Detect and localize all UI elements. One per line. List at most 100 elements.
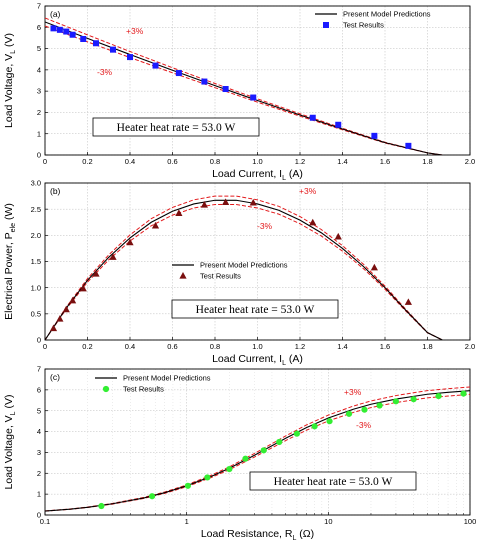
test-point <box>345 410 353 417</box>
panel-label: (c) <box>50 372 60 382</box>
y-tick-label: 7 <box>37 2 41 11</box>
y-tick-label: 4 <box>37 65 41 74</box>
panel-label: (a) <box>50 9 61 19</box>
x-tick-label: 0.6 <box>167 157 177 166</box>
y-tick-label: 1.5 <box>31 257 41 266</box>
upper-band-line <box>45 386 470 512</box>
test-point <box>201 78 208 85</box>
chart-panel-2: 0 0.2 0.4 0.6 0.8 1.0 1.2 1.4 1.6 1.8 2.0 0 0.5 1.0 1.… <box>3 179 475 367</box>
x-axis-label: Load Current, IL (A) <box>212 353 303 367</box>
x-tick-label: 2.0 <box>465 157 475 166</box>
annotation-box <box>171 299 339 319</box>
test-point <box>311 423 318 430</box>
upper-band-line <box>45 195 443 340</box>
test-point <box>435 393 442 400</box>
y-tick-label: 6 <box>37 23 41 32</box>
test-point <box>222 198 230 205</box>
x-tick-label: 0.6 <box>167 342 177 351</box>
test-point <box>309 114 316 121</box>
annotation-box <box>92 117 260 137</box>
model-line <box>45 199 443 340</box>
test-point <box>69 31 76 38</box>
test-point <box>335 121 342 128</box>
y-tick-label: 2 <box>37 469 41 478</box>
x-tick-label: 1.0 <box>252 157 262 166</box>
test-point <box>242 455 249 462</box>
minus-3-label: -3% <box>356 420 372 430</box>
legend-marker-swatch <box>179 272 187 279</box>
x-tick-label: 0 <box>43 157 47 166</box>
y-tick-label: 5 <box>37 406 41 415</box>
test-point <box>376 402 383 409</box>
test-point <box>404 298 412 305</box>
lower-band-line <box>45 393 470 512</box>
test-point <box>175 209 183 216</box>
x-tick-label: 100 <box>464 517 477 526</box>
plus-3-label: +3% <box>344 387 362 397</box>
test-point <box>148 493 156 500</box>
x-tick-label: 0.4 <box>125 157 135 166</box>
x-axis-label: Load Resistance, RL (Ω) <box>201 528 314 542</box>
x-tick-label: 1.4 <box>337 342 347 351</box>
x-tick-label: 1.6 <box>380 157 390 166</box>
test-point <box>460 390 467 397</box>
legend-marker-swatch <box>102 385 110 393</box>
test-markers <box>98 390 467 510</box>
test-point <box>98 502 105 510</box>
legend: Present Model Predictions Test Results <box>172 261 288 281</box>
test-point <box>69 296 77 304</box>
legend-entry-model: Present Model Predictions <box>343 10 431 19</box>
y-axis-label: Load Voltage, VL (V) <box>3 395 17 490</box>
x-tick-label: 1.4 <box>337 157 347 166</box>
test-point <box>334 232 342 240</box>
y-tick-label: 5 <box>37 44 41 53</box>
test-point <box>250 94 257 101</box>
legend: Present Model Predictions Test Results <box>95 374 211 394</box>
test-point <box>127 54 133 61</box>
y-tick-label: 0 <box>37 336 41 345</box>
panel-label: (b) <box>50 186 61 196</box>
y-tick-label: 3 <box>37 448 41 457</box>
x-tick-label: 0 <box>43 342 47 351</box>
chart-panel-1: 0 0.2 0.4 0.6 0.8 1.0 1.2 1.4 1.6 1.8 2.0 0 1 2 3 4 5 6 7 L… <box>3 2 475 182</box>
test-markers <box>49 198 412 332</box>
test-point <box>222 86 229 93</box>
test-point <box>62 305 70 313</box>
y-tick-label: 2.5 <box>31 205 41 214</box>
x-tick-label: 1 <box>185 517 189 526</box>
test-point <box>126 238 134 246</box>
y-tick-label: 7 <box>37 365 41 374</box>
y-tick-label: 3 <box>37 87 41 96</box>
test-point <box>56 315 64 322</box>
y-tick-label: 2.0 <box>31 231 41 240</box>
lower-band-line <box>45 203 443 340</box>
test-point <box>184 482 191 489</box>
y-tick-label: 0 <box>37 151 41 160</box>
x-tick-label: 1.2 <box>295 157 305 166</box>
legend-entry-test: Test Results <box>123 385 164 394</box>
y-axis-label: Load Voltage, VL (V) <box>3 33 17 128</box>
test-point <box>109 253 117 260</box>
x-tick-label: 1.0 <box>252 342 262 351</box>
test-markers <box>50 25 412 149</box>
y-tick-label: 0.5 <box>31 309 41 318</box>
x-tick-label: 0.8 <box>210 342 220 351</box>
test-point <box>370 263 378 271</box>
test-point <box>200 200 208 208</box>
test-point <box>50 25 57 32</box>
test-point <box>410 396 417 403</box>
y-tick-label: 6 <box>37 385 41 394</box>
x-tick-label: 0.2 <box>82 342 92 351</box>
test-point <box>80 35 87 42</box>
test-point <box>79 284 87 292</box>
legend: Present Model Predictions Test Results <box>315 10 431 30</box>
y-tick-label: 1 <box>37 490 41 499</box>
x-tick-label: 0.2 <box>82 157 92 166</box>
minus-3-label: -3% <box>97 67 113 77</box>
test-point <box>63 28 70 35</box>
legend-entry-model: Present Model Predictions <box>123 374 211 383</box>
grid <box>44 368 471 516</box>
test-point <box>326 418 333 425</box>
x-tick-label: 0.1 <box>40 517 50 526</box>
plot-frame <box>44 368 471 516</box>
